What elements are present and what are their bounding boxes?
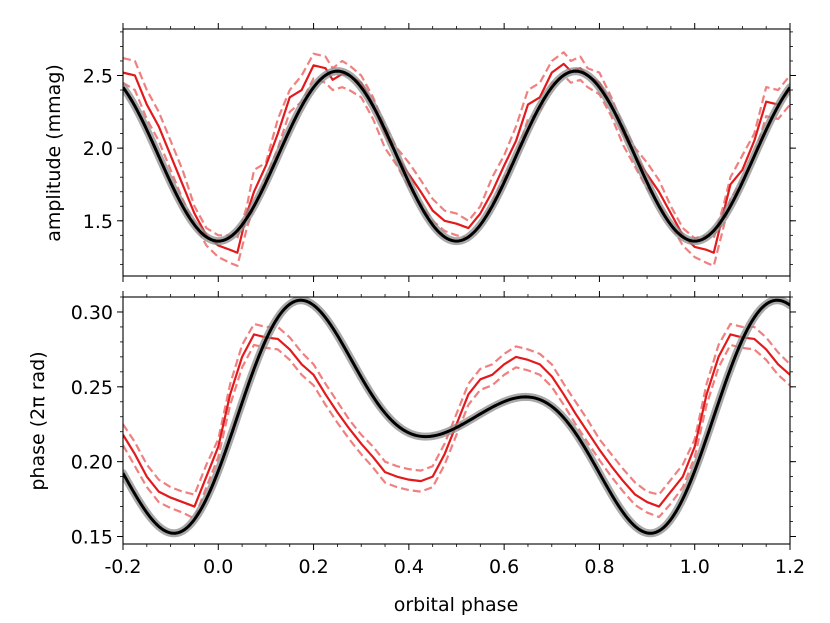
xtick-label: 1.0 <box>680 556 710 578</box>
phase-ylabel: phase (2π rad) <box>27 351 49 490</box>
phase-ytick-label: 0.25 <box>71 377 113 399</box>
xtick-label: 0.2 <box>298 556 328 578</box>
amplitude-series-group <box>123 51 790 267</box>
xtick-label: 0.4 <box>394 556 424 578</box>
phase-ytick-label: 0.30 <box>71 302 113 324</box>
amplitude-model-line <box>123 69 790 243</box>
amplitude-observed-upper-line <box>123 51 790 240</box>
phase-model-halo <box>123 297 790 538</box>
phase-observed-lower-line <box>123 343 790 520</box>
xtick-label: 0.6 <box>489 556 519 578</box>
amplitude-observed-lower-line <box>123 74 790 267</box>
amplitude-ytick-label: 2.0 <box>83 138 113 160</box>
xtick-label: 0.0 <box>203 556 233 578</box>
phase-series-group <box>123 297 790 538</box>
xtick-label: 0.8 <box>584 556 614 578</box>
xtick-label: -0.2 <box>104 556 141 578</box>
amplitude-ytick-label: 2.5 <box>83 65 113 87</box>
phase-ytick-label: 0.15 <box>71 527 113 549</box>
amplitude-ylabel: amplitude (mmag) <box>43 64 65 242</box>
amplitude-observed-line <box>123 62 790 254</box>
phase-ytick-label: 0.20 <box>71 452 113 474</box>
amplitude-ticks: 1.5 2.0 2.5 <box>83 23 796 282</box>
orbital-phase-xlabel: orbital phase <box>394 594 519 616</box>
phase-observed-upper-line <box>123 322 790 496</box>
xtick-label: 1.2 <box>775 556 805 578</box>
phase-ticks: 0.15 0.20 0.25 0.30 -0.2 0.0 0.2 0.4 0.6 0.8 1.0 1.… <box>71 291 805 578</box>
phase-panel: 0.15 0.20 0.25 0.30 -0.2 0.0 0.2 0.4 0.6 0.8 1.0 1.… <box>27 291 805 616</box>
amplitude-ytick-label: 1.5 <box>83 211 113 233</box>
phase-model-line <box>123 298 790 535</box>
amplitude-model-halo <box>123 67 790 246</box>
amplitude-panel: 1.5 2.0 2.5 amplitude (mmag) <box>43 23 796 282</box>
